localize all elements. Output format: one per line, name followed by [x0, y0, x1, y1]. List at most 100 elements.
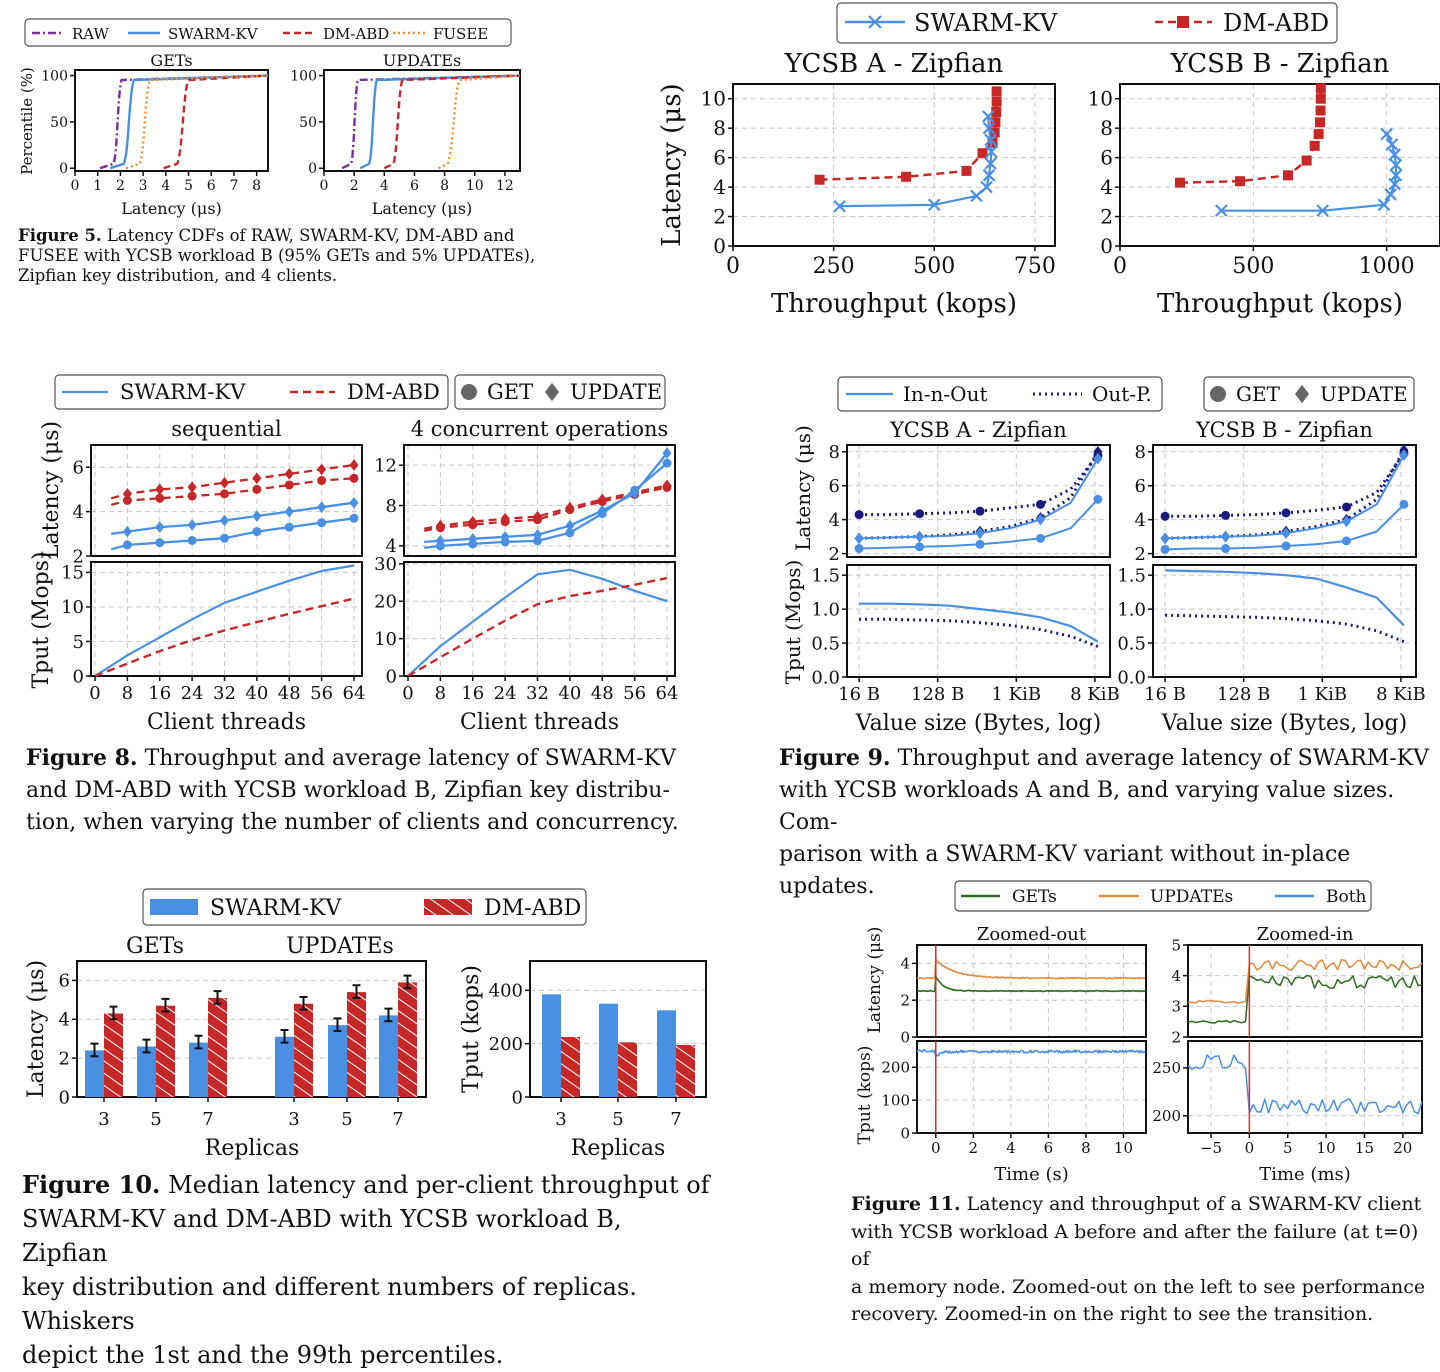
ycsb-y-tick-label: 2: [713, 205, 726, 229]
fig9-top-y-tick-label: 2: [1135, 544, 1146, 565]
fig10-bar-swarm: [275, 1036, 294, 1097]
ycsb-dmabd-point: [1283, 170, 1293, 181]
ycsb-y-tick-label: 6: [1100, 146, 1113, 170]
fig11-xlabel-right: Time (ms): [1259, 1164, 1351, 1185]
fig8-dm_get-point: [220, 489, 229, 499]
fig11-left-top-y-tick-label: 4: [900, 955, 910, 973]
fig10-xlabel-left: Replicas: [205, 1136, 299, 1161]
fig10-tput-bar-swarm: [599, 1003, 618, 1097]
fig10-whisker: [142, 1038, 151, 1054]
fig8-swarm_get-point: [565, 528, 575, 538]
fig11-right-top-y-tick-label: 4: [1171, 967, 1181, 985]
fig8-bot-y-tick-label: 0: [73, 666, 84, 687]
fig5-line-SWARM-KV: [109, 74, 269, 170]
fig8-swarm_get-point: [630, 485, 640, 495]
fig8-swarm_get-point: [597, 509, 607, 519]
fig9-inout_get-point: [1341, 536, 1351, 546]
ycsb-y-tick-label: 10: [701, 87, 726, 111]
fig10-bar-swarm: [379, 1015, 398, 1097]
fig10-left-x-tick-label: 7: [202, 1109, 213, 1130]
fig11-right-x-tick-label: 20: [1393, 1139, 1412, 1157]
fig10-whisker: [90, 1042, 99, 1058]
fig8-bot-panel-1: [403, 561, 676, 677]
ycsb-y-tick-label: 8: [713, 116, 726, 140]
fig8-swarm_upd-point: [284, 505, 294, 518]
ycsb-dmabd-point: [991, 96, 1002, 107]
fig9-x-tick-label: 8 KiB: [1070, 684, 1120, 705]
fig5-x-tick-label: 5: [184, 178, 193, 194]
fig8-swarm_get-point: [220, 533, 229, 543]
fig5-y-tick-label: 100: [41, 68, 68, 84]
fig8-bot-y-tick-label: 5: [73, 632, 84, 653]
fig8-panel-title-1: 4 concurrent operations: [411, 417, 669, 441]
fig11-right-top-y-tick-label: 2: [1171, 1028, 1181, 1046]
fig8-swarm_upd-point: [317, 501, 327, 514]
fig5-y-tick-label: 50: [50, 115, 68, 131]
fig8-x-tick-label: 40: [245, 683, 268, 704]
fig5-legend-label-2: DM-ABD: [323, 25, 389, 43]
fig9-legend-label-0: In-n-Out: [903, 382, 988, 406]
fig10-ylabel-right: Tput (kops): [459, 965, 484, 1093]
fig11-left-updates-line: [916, 958, 1146, 980]
fig9-outp-tput-line: [859, 617, 1099, 648]
ycsb-x-tick-label: 0: [726, 254, 740, 279]
fig8-legend-update-marker: [545, 382, 559, 402]
fig8-dm_upd-point: [155, 483, 165, 496]
ycsb-swarm-point: [970, 189, 983, 203]
fig11-right-gets-line: [1187, 974, 1423, 1024]
fig5-x-tick-label: 3: [139, 178, 148, 194]
fig9-inout-tput-line: [1165, 569, 1405, 627]
ycsb-x-tick-label: 750: [1014, 254, 1056, 279]
ycsb-swarm-point: [1380, 127, 1393, 141]
ycsb-swarm-point: [1388, 148, 1401, 161]
fig8-dm_upd-point: [252, 472, 262, 485]
fig9-legend-lines: [837, 376, 1163, 412]
fig10-left-x-tick-label: 3: [98, 1109, 109, 1130]
fig9-top-y-tick-label: 4: [829, 510, 840, 531]
fig8-dm_get-point: [597, 497, 607, 507]
fig8-x-tick-label: 8: [122, 683, 133, 704]
ycsb-y-tick-label: 2: [1100, 205, 1113, 229]
ycsb-legend-label-0: SWARM-KV: [914, 9, 1058, 37]
fig11-left-gets-line: [916, 975, 1146, 993]
fig9-inout_upd-point: [854, 532, 864, 545]
fig11-legend-label-1: UPDATEs: [1150, 887, 1233, 907]
ycsb-y-tick-label: 0: [713, 234, 726, 258]
fig9-inout_upd-point: [1035, 513, 1045, 526]
fig9-inout-tput-line: [859, 602, 1099, 643]
fig5-y-tick-label: 0: [308, 161, 317, 177]
fig11-left-x-tick-label: 10: [1114, 1139, 1133, 1157]
fig5-x-tick-label: 2: [116, 178, 125, 194]
fig8-swarm_upd-point: [220, 514, 229, 527]
ycsb-legend-label-1: DM-ABD: [1223, 9, 1329, 37]
fig11-right-both-line: [1187, 1054, 1423, 1115]
fig8-dm_get-point: [349, 473, 359, 483]
ycsb-dmabd-point: [1235, 176, 1245, 187]
ycsb-swarm-point: [1384, 188, 1397, 201]
fig9-bot-panel-0: [846, 564, 1111, 678]
fig9-x-tick-label: 128 B: [1217, 684, 1270, 705]
fig10-right-x-tick-label: 3: [555, 1109, 566, 1130]
fig5-x-tick-label: 4: [161, 178, 170, 194]
fig8-x-tick-label: 48: [278, 683, 301, 704]
fig11-left-top-y-tick-label: 2: [900, 991, 910, 1009]
fig8-legend-label-3: UPDATE: [570, 380, 662, 404]
fig9-inout_upd-line: [859, 458, 1099, 540]
ycsb-swarm-point: [984, 157, 997, 170]
fig8-top-panel-1: [403, 444, 676, 557]
fig8-dm_get-line: [110, 477, 355, 507]
fig8-dm_upd-line: [423, 484, 668, 530]
fig8-swarm_get-point: [284, 522, 294, 532]
fig8-dm_upd-point: [317, 463, 327, 476]
ycsb-xlabel-0: Throughput (kops): [771, 289, 1017, 319]
ycsb-dmabd-line-1: [1179, 88, 1323, 184]
fig9-ylabel-bot: Tput (Mops): [781, 560, 805, 685]
ycsb-y-tick-label: 10: [1088, 87, 1113, 111]
fig5-x-tick-label: 8: [252, 178, 261, 194]
fig11-left-both-line: [916, 1048, 1146, 1058]
fig9-bot-y-tick-label: 1.5: [811, 565, 840, 586]
fig5-x-tick-label: 0: [71, 178, 80, 194]
fig8-xlabel-0: Client threads: [147, 710, 306, 735]
ycsb-x-tick-label: 500: [913, 254, 955, 279]
fig9-inout_upd-point: [975, 527, 985, 540]
